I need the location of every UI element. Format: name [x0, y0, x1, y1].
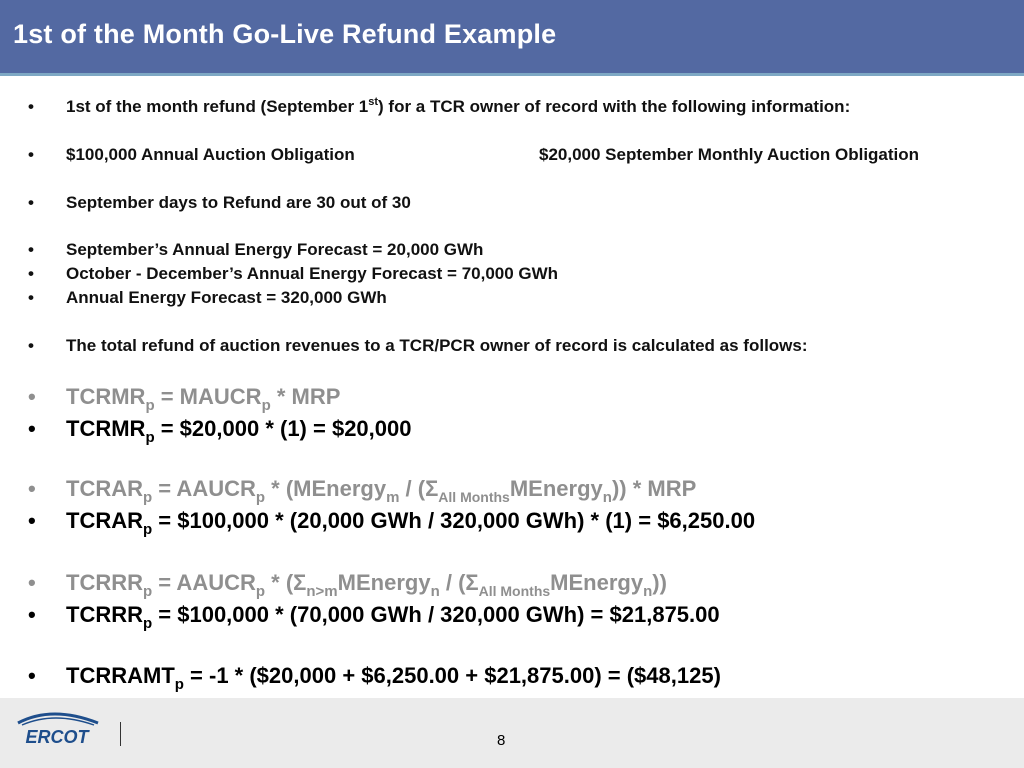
- formula-segment: MEnergy: [550, 570, 644, 595]
- subscript: p: [143, 583, 153, 600]
- subscript: All Months: [478, 583, 551, 599]
- text-segment: 1st of the month refund (September 1: [66, 97, 369, 116]
- subscript: p: [255, 583, 266, 600]
- subscript: p: [255, 489, 266, 506]
- formula-segment: = $100,000 * (70,000 GWh / 320,000 GWh) …: [152, 602, 720, 627]
- formula-segment: TCRRAMT: [66, 663, 175, 688]
- monthly-obligation-text: $20,000 September Monthly Auction Obliga…: [539, 145, 920, 164]
- logo-swoosh-inner: [21, 717, 95, 726]
- bullet-dot: •: [28, 476, 36, 501]
- subscript: p: [143, 489, 153, 506]
- ercot-logo: ERCOT: [17, 712, 99, 747]
- subscript: n: [430, 583, 440, 600]
- formula-segment: * MRP: [270, 384, 341, 409]
- formula-segment: = $100,000 * (20,000 GWh / 320,000 GWh) …: [152, 508, 756, 533]
- subscript: p: [145, 397, 155, 414]
- bullet-dot: •: [28, 384, 36, 409]
- formula-segment: = AAUCR: [152, 476, 256, 501]
- bullet-dot: •: [28, 508, 36, 533]
- formula-segment: MEnergy: [337, 570, 431, 595]
- bullet-text: September’s Annual Energy Forecast = 20,…: [66, 240, 484, 259]
- formula-text: TCRARp = AAUCRp * (MEnergym / (ΣAll Mont…: [66, 476, 697, 505]
- subscript: p: [261, 397, 271, 414]
- slide-footer: [0, 698, 1024, 768]
- formula-segment: / (Σ: [399, 476, 439, 501]
- formula-segment: TCRMR: [66, 384, 146, 409]
- bullet-text: Annual Energy Forecast = 320,000 GWh: [66, 288, 387, 307]
- logo-swoosh: [17, 712, 99, 725]
- superscript: st: [368, 96, 379, 108]
- subscript: p: [174, 676, 184, 693]
- bullet-dot: •: [28, 288, 34, 307]
- slide-title: 1st of the Month Go-Live Refund Example: [13, 19, 557, 49]
- formula-segment: = MAUCR: [154, 384, 262, 409]
- subscript: All Months: [438, 489, 510, 505]
- subscript: n: [643, 583, 653, 600]
- subscript: p: [145, 429, 155, 446]
- page-number: 8: [497, 732, 506, 749]
- bullet-dot: •: [28, 193, 34, 212]
- bullet-dot: •: [28, 240, 34, 259]
- formula-segment: = -1 * ($20,000 + $6,250.00 + $21,875.00…: [183, 663, 721, 688]
- annual-obligation-text: $100,000 Annual Auction Obligation: [66, 145, 355, 164]
- footer-divider: [120, 722, 121, 746]
- formula-text: TCRRRp = AAUCRp * (Σn>mMEnergyn / (ΣAll …: [66, 570, 667, 599]
- bullet-dot: •: [28, 663, 36, 688]
- formula-segment: )) * MRP: [611, 476, 697, 501]
- formula-text: TCRMRp = $20,000 * (1) = $20,000: [66, 416, 412, 445]
- formula-segment: * (Σ: [265, 570, 307, 595]
- formula-segment: = AAUCR: [152, 570, 256, 595]
- formula-text: TCRMRp = MAUCRp * MRP: [66, 384, 341, 413]
- formula-segment: TCRAR: [66, 476, 143, 501]
- formula-segment: TCRRR: [66, 570, 143, 595]
- subscript: p: [143, 521, 153, 538]
- bullet-text: 1st of the month refund (September 1st) …: [66, 97, 850, 117]
- formula-segment: TCRMR: [66, 416, 146, 441]
- bullet-text: September days to Refund are 30 out of 3…: [66, 193, 411, 212]
- formula-text: TCRRAMTp = -1 * ($20,000 + $6,250.00 + $…: [66, 663, 721, 692]
- logo-text: ERCOT: [26, 727, 91, 747]
- formula-segment: = $20,000 * (1) = $20,000: [154, 416, 412, 441]
- bullet-dot: •: [28, 145, 34, 164]
- bullet-dot: •: [28, 416, 36, 441]
- formula-text: TCRARp = $100,000 * (20,000 GWh / 320,00…: [66, 508, 756, 537]
- bullet-dot: •: [28, 336, 34, 355]
- formula-segment: MEnergy: [509, 476, 603, 501]
- bullet-dot: •: [28, 602, 36, 627]
- text-segment: ) for a TCR owner of record with the fol…: [378, 97, 851, 116]
- bullet-dot: •: [28, 264, 34, 283]
- subscript: m: [386, 489, 400, 506]
- bullet-text: The total refund of auction revenues to …: [66, 336, 808, 355]
- formula-segment: * (MEnergy: [265, 476, 387, 501]
- subscript: p: [143, 615, 153, 632]
- subscript: n>m: [306, 583, 338, 600]
- formula-segment: TCRRR: [66, 602, 143, 627]
- formula-text: TCRRRp = $100,000 * (70,000 GWh / 320,00…: [66, 602, 720, 631]
- bullet-text: October - December’s Annual Energy Forec…: [66, 264, 559, 283]
- bullet-dot: •: [28, 97, 34, 116]
- title-underline: [0, 73, 1024, 76]
- title-bar: 1st of the Month Go-Live Refund Example: [0, 0, 1024, 76]
- formula-segment: )): [652, 570, 667, 595]
- subscript: n: [602, 489, 612, 506]
- bullet-dot: •: [28, 570, 36, 595]
- formula-segment: / (Σ: [439, 570, 479, 595]
- formula-segment: TCRAR: [66, 508, 143, 533]
